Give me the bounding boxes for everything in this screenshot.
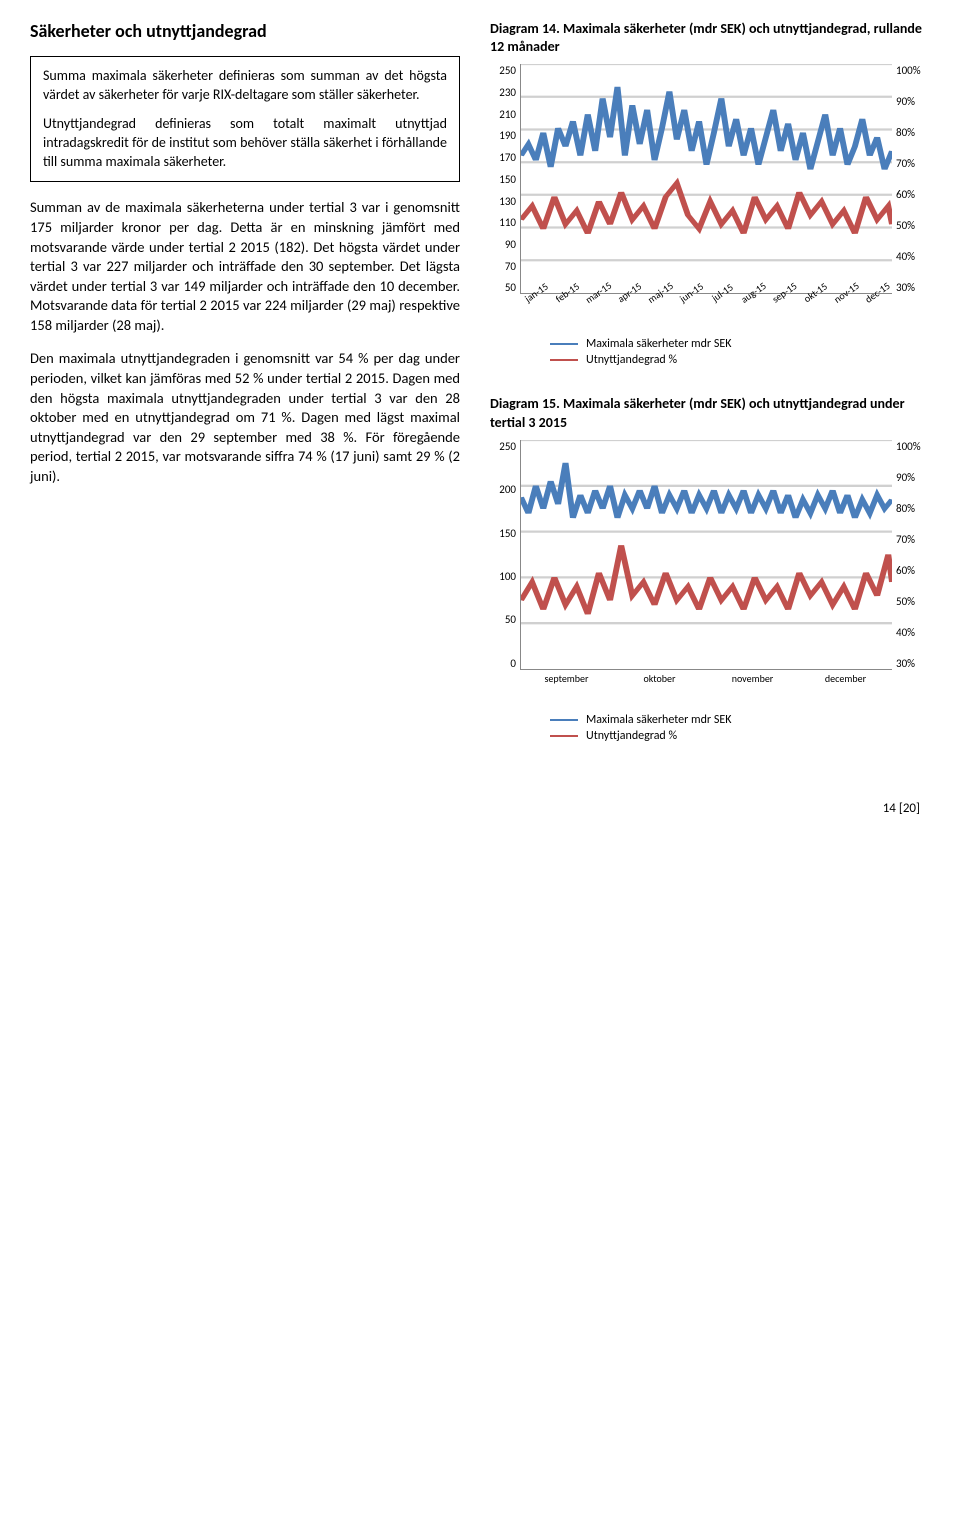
- axis-tick: 210: [490, 108, 516, 121]
- chart-14-x-axis: jan-15feb-15mar-15apr-15maj-15jun-15jul-…: [490, 296, 930, 309]
- legend-swatch-red: [550, 735, 578, 737]
- chart-14-line-blue: [521, 87, 892, 169]
- axis-tick: 40%: [896, 626, 930, 639]
- legend-label-red: Utnyttjandegrad %: [586, 729, 677, 743]
- chart-15-plot: [520, 440, 892, 670]
- axis-tick: 150: [490, 173, 516, 186]
- axis-tick: 100: [490, 570, 516, 583]
- legend-label-red: Utnyttjandegrad %: [586, 353, 677, 367]
- legend-label-blue: Maximala säkerheter mdr SEK: [586, 337, 731, 351]
- axis-tick: 150: [490, 527, 516, 540]
- legend-swatch-red: [550, 359, 578, 361]
- chart-15-legend: Maximala säkerheter mdr SEK Utnyttjandeg…: [490, 713, 930, 743]
- axis-tick: 60%: [896, 564, 930, 577]
- axis-tick: 30%: [896, 657, 930, 670]
- chart-15-line-red: [521, 545, 892, 614]
- chart-15-x-axis: septemberoktobernovemberdecember: [490, 672, 930, 685]
- legend-swatch-blue: [550, 719, 578, 721]
- axis-tick: oktober: [613, 672, 706, 685]
- body-para-1: Summan av de maximala säkerheterna under…: [30, 198, 460, 335]
- axis-tick: 50: [490, 613, 516, 626]
- axis-tick: 250: [490, 440, 516, 453]
- axis-tick: 100%: [896, 440, 930, 453]
- chart-15-line-blue: [521, 463, 892, 518]
- axis-tick: 90%: [896, 95, 930, 108]
- axis-tick: 70%: [896, 533, 930, 546]
- legend-label-blue: Maximala säkerheter mdr SEK: [586, 713, 731, 727]
- definition-box: Summa maximala säkerheter definieras som…: [30, 56, 460, 182]
- axis-tick: 50%: [896, 219, 930, 232]
- axis-tick: 50%: [896, 595, 930, 608]
- legend-swatch-blue: [550, 343, 578, 345]
- chart-15-y-left: 250 200 150 100 50 0: [490, 440, 520, 670]
- axis-tick: 190: [490, 129, 516, 142]
- axis-tick: 30%: [896, 281, 930, 294]
- axis-tick: 60%: [896, 188, 930, 201]
- axis-tick: 50: [490, 281, 516, 294]
- chart-14-legend: Maximala säkerheter mdr SEK Utnyttjandeg…: [490, 337, 930, 367]
- axis-tick: 130: [490, 195, 516, 208]
- page-footer: 14 [20]: [0, 781, 960, 836]
- chart-14-y-left: 250 230 210 190 170 150 130 110 90 70 50: [490, 64, 520, 294]
- axis-tick: 0: [490, 657, 516, 670]
- chart-14-title: Diagram 14. Maximala säkerheter (mdr SEK…: [490, 20, 930, 56]
- axis-tick: 90: [490, 238, 516, 251]
- chart-14: Diagram 14. Maximala säkerheter (mdr SEK…: [490, 20, 930, 367]
- axis-tick: 110: [490, 216, 516, 229]
- chart-14-y-right: 100% 90% 80% 70% 60% 50% 40% 30%: [892, 64, 930, 294]
- axis-tick: 250: [490, 64, 516, 77]
- axis-tick: 200: [490, 483, 516, 496]
- chart-15: Diagram 15. Maximala säkerheter (mdr SEK…: [490, 395, 930, 742]
- axis-tick: 40%: [896, 250, 930, 263]
- axis-tick: november: [706, 672, 799, 685]
- axis-tick: 230: [490, 86, 516, 99]
- body-para-2: Den maximala utnyttjandegraden i genomsn…: [30, 349, 460, 486]
- axis-tick: 70%: [896, 157, 930, 170]
- axis-tick: 170: [490, 151, 516, 164]
- axis-tick: 100%: [896, 64, 930, 77]
- axis-tick: 80%: [896, 126, 930, 139]
- axis-tick: 80%: [896, 502, 930, 515]
- chart-15-y-right: 100% 90% 80% 70% 60% 50% 40% 30%: [892, 440, 930, 670]
- axis-tick: 90%: [896, 471, 930, 484]
- section-title: Säkerheter och utnyttjandegrad: [30, 20, 460, 42]
- chart-14-plot: [520, 64, 892, 294]
- axis-tick: september: [520, 672, 613, 685]
- axis-tick: 70: [490, 260, 516, 273]
- box-para-1: Summa maximala säkerheter definieras som…: [43, 67, 447, 105]
- box-para-2: Utnyttjandegrad definieras som totalt ma…: [43, 115, 447, 172]
- chart-14-line-red: [521, 183, 892, 233]
- axis-tick: december: [799, 672, 892, 685]
- chart-15-title: Diagram 15. Maximala säkerheter (mdr SEK…: [490, 395, 930, 431]
